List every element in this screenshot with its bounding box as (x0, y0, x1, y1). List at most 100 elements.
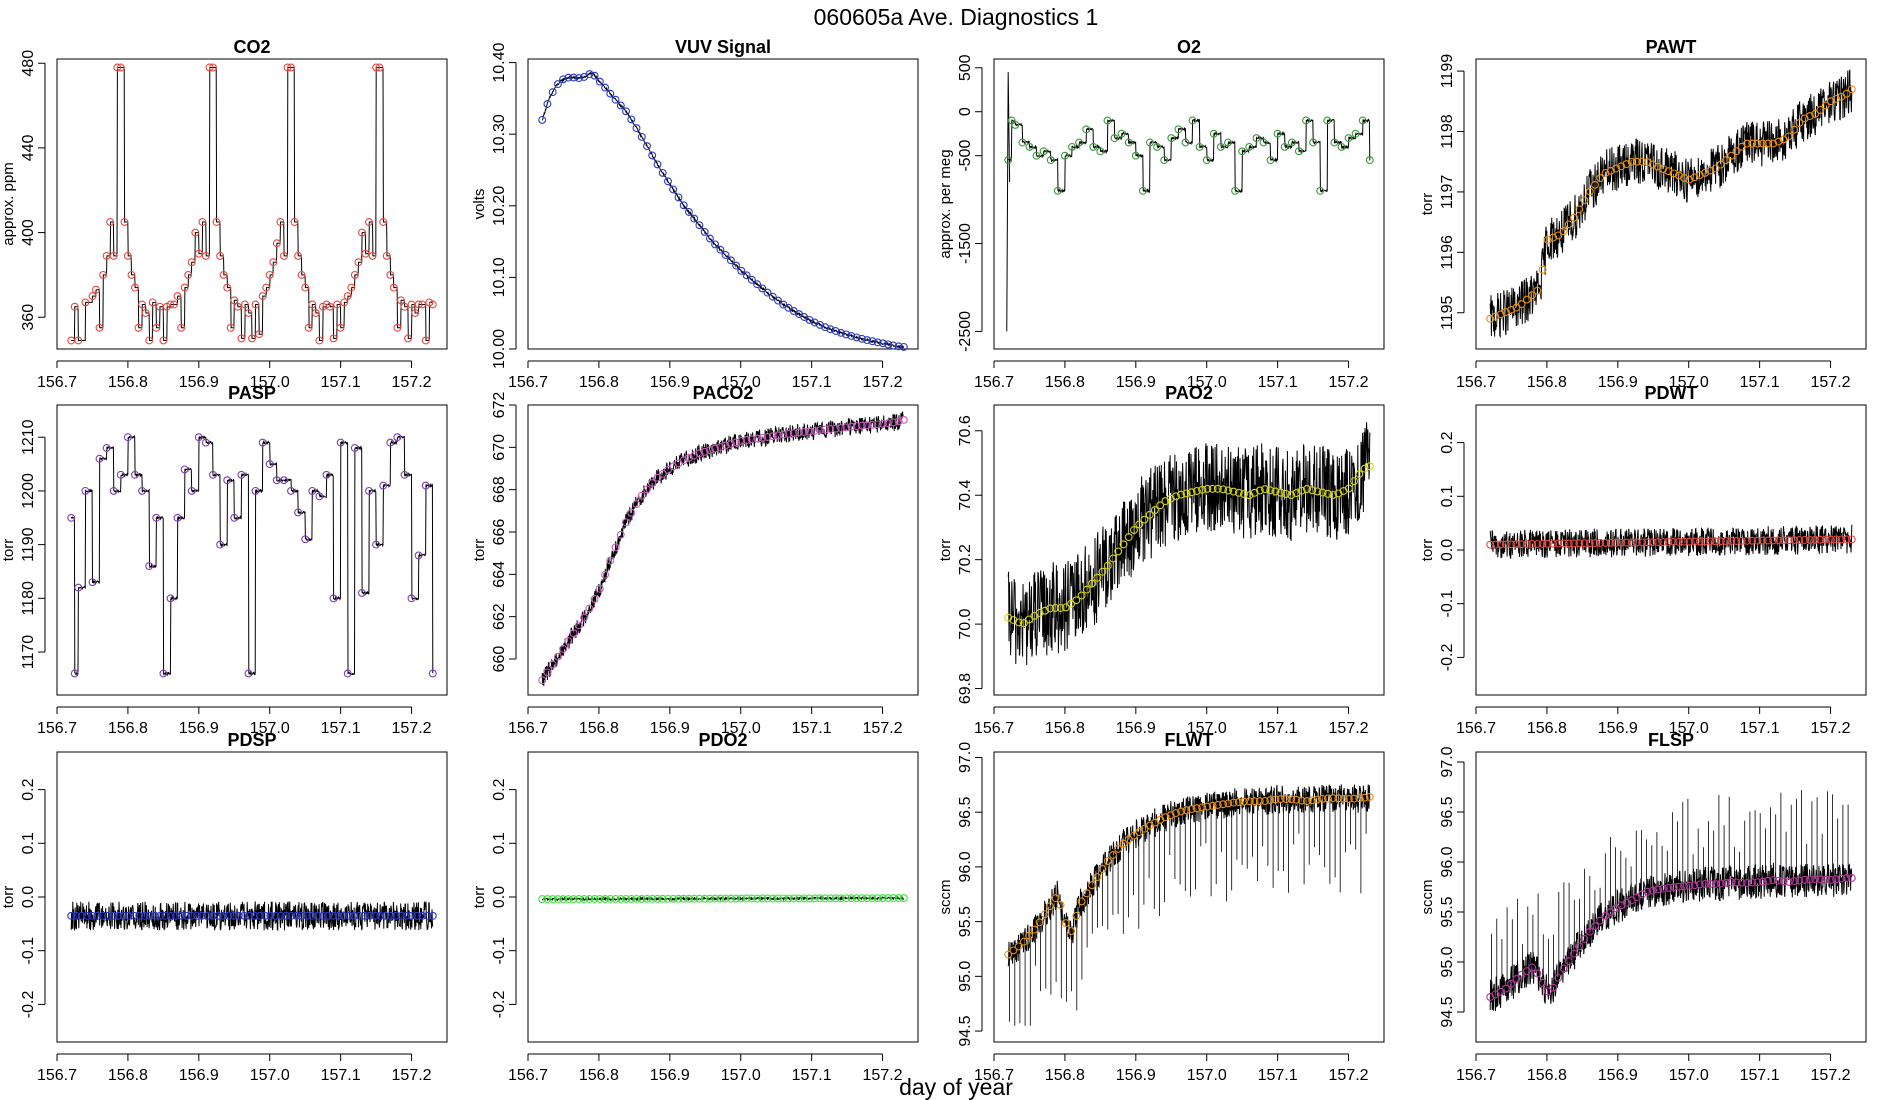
pdwt-point (1528, 540, 1537, 548)
flwt-point (1061, 919, 1070, 928)
pasp-point (365, 486, 373, 495)
pdwt-point (1486, 540, 1495, 549)
pao2-point (1093, 573, 1102, 582)
flwt-point (1234, 798, 1243, 807)
flwt-x-axis: 156.7 156.8 156.9 157.0 157.1 157.2 (974, 1053, 1369, 1084)
vuv-signal-raw-signal (541, 70, 905, 349)
paco2-x-tick-label: 156.8 (579, 720, 619, 737)
flsp-y-tick-label: 95.5 (1439, 896, 1456, 927)
co2-point (127, 270, 136, 279)
flwt-point (1067, 927, 1076, 936)
vuv-signal-point (611, 95, 620, 104)
pdsp-point (193, 911, 201, 920)
vuv-signal-point (700, 227, 709, 236)
co2-point (152, 323, 161, 332)
pdsp-point (240, 911, 249, 920)
flwt-point (1040, 910, 1049, 919)
flwt-point (1019, 937, 1028, 946)
o2-point (1302, 116, 1310, 125)
pdwt-point (1496, 540, 1505, 549)
flsp-point (1769, 876, 1778, 885)
co2-point (187, 258, 196, 267)
flwt-point (1334, 794, 1343, 803)
pdo2-point (747, 894, 756, 903)
pasp-point (237, 470, 246, 479)
paco2-point (721, 441, 730, 450)
co2-point (389, 283, 398, 292)
co2-point (304, 323, 313, 332)
pao2-point (1140, 515, 1149, 524)
pao2-point (1271, 487, 1280, 496)
pdsp-point (156, 911, 165, 920)
paco2-y-axis: 660 662 664 666 668 670 672 (491, 392, 517, 672)
pdsp-point (208, 911, 217, 920)
co2-point (283, 63, 292, 72)
pdsp-point (313, 911, 322, 920)
pasp-point (428, 669, 437, 678)
pdo2-point (679, 894, 688, 903)
pao2-y-axis: 69.8 70.0 70.2 70.4 70.6 (957, 415, 983, 704)
pdo2-point (632, 894, 641, 903)
co2-point (180, 283, 189, 292)
vuv-signal-y-label: volts (471, 189, 488, 220)
flwt-point (1208, 801, 1217, 810)
o2-point (1089, 142, 1098, 151)
paco2-point (538, 676, 547, 685)
o2-point (1195, 142, 1204, 151)
flwt-point (1323, 794, 1332, 803)
co2-point (74, 336, 83, 345)
pdwt-point (1596, 539, 1605, 547)
pawt-point (1816, 106, 1825, 114)
pdwt-point (1769, 536, 1778, 545)
pasp-x-tick-label: 156.9 (179, 720, 219, 737)
pdo2-point (873, 894, 882, 903)
pdo2-point (616, 894, 625, 903)
o2-point (1238, 147, 1247, 156)
flsp-series (1486, 874, 1856, 1001)
figure-title: 060605a Ave. Diagnostics 1 (814, 4, 1099, 30)
o2-y-label: approx. per meg (937, 149, 954, 258)
paco2-point (831, 424, 840, 433)
pawt-point (1570, 213, 1578, 222)
pdo2-point (805, 894, 814, 903)
vuv-signal-point (774, 296, 782, 305)
flwt-point (1009, 946, 1018, 955)
paco2-y-label: torr (471, 539, 488, 562)
co2-point (159, 336, 168, 345)
co2-point (411, 309, 420, 317)
pdo2-x-axis: 156.7 156.8 156.9 157.0 157.1 157.2 (508, 1053, 903, 1084)
pdo2-point (716, 894, 725, 903)
pdwt-series (1486, 535, 1856, 549)
vuv-signal-x-tick-label: 156.7 (508, 374, 548, 391)
pdo2-point (643, 894, 651, 903)
pawt-point (1811, 109, 1820, 118)
pdwt-point (1591, 539, 1599, 548)
vuv-signal-y-axis: 10.00 10.10 10.20 10.30 10.40 (491, 42, 517, 369)
pasp-point (152, 513, 161, 522)
co2-point (209, 63, 217, 72)
pawt-x-tick-label: 157.2 (1811, 374, 1851, 391)
flsp-point (1695, 880, 1704, 889)
pdsp-point (124, 911, 133, 920)
pdwt-title: PDWT (1645, 383, 1698, 403)
pasp-x-tick-label: 156.7 (37, 720, 77, 737)
pdwt-point (1554, 539, 1563, 548)
paco2-point (553, 652, 562, 661)
o2-x-tick-label: 157.1 (1258, 374, 1298, 391)
vuv-signal-y-tick-label: 10.20 (491, 186, 508, 226)
o2-spike (1006, 72, 1011, 332)
pdsp-y-axis: -0.2 -0.1 0.0 0.1 0.2 (20, 778, 46, 1018)
paco2-point (658, 469, 667, 478)
pawt-point (1491, 312, 1500, 321)
pdo2-point (721, 894, 730, 903)
co2-point (244, 309, 253, 317)
flwt-y-tick-label: 95.5 (957, 906, 974, 937)
pdo2-point (695, 894, 704, 903)
co2-point (347, 283, 356, 292)
vuv-signal-point (669, 185, 678, 194)
co2-point (205, 63, 214, 72)
o2-y-axis: -2500 -1500 -500 0 500 (957, 54, 983, 352)
pasp-y-tick-label: 1190 (20, 527, 37, 562)
flsp-raw-signal (1489, 862, 1853, 1012)
pdo2-point (669, 894, 678, 903)
